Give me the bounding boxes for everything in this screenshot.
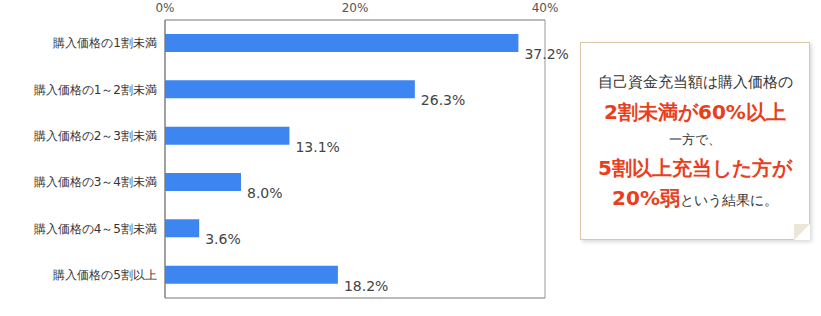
svg-text:購入価格の5割以上: 購入価格の5割以上	[53, 268, 157, 282]
svg-text:0%: 0%	[155, 1, 174, 15]
svg-text:37.2%: 37.2%	[524, 46, 568, 62]
html-text:自己資金充当額は購入価格の: 自己資金充当額は購入価格の	[597, 73, 793, 91]
svg-text:購入価格の3～4割未満: 購入価格の3～4割未満	[34, 175, 157, 189]
svg-text:8.0%: 8.0%	[247, 185, 283, 201]
svg-text:20%: 20%	[342, 1, 369, 15]
html-text:5割以上充当した方が: 5割以上充当した方が	[598, 156, 792, 180]
svg-text:3.6%: 3.6%	[205, 231, 241, 247]
svg-text:購入価格の2～3割未満: 購入価格の2～3割未満	[34, 129, 157, 143]
svg-text:13.1%: 13.1%	[295, 139, 339, 155]
svg-text:購入価格の4～5割未満: 購入価格の4～5割未満	[34, 222, 157, 236]
html-text:20%弱という結果に。: 20%弱という結果に。	[612, 186, 778, 210]
html-text:2割未満が60%以上: 2割未満が60%以上	[604, 100, 786, 124]
svg-text:26.3%: 26.3%	[421, 92, 465, 108]
svg-text:購入価格の1割未満: 購入価格の1割未満	[53, 36, 157, 50]
svg-text:18.2%: 18.2%	[344, 278, 388, 294]
html-text:一方で、: 一方で、	[669, 132, 721, 147]
svg-text:購入価格の1～2割未満: 購入価格の1～2割未満	[34, 83, 157, 97]
svg-text:40%: 40%	[532, 1, 559, 15]
